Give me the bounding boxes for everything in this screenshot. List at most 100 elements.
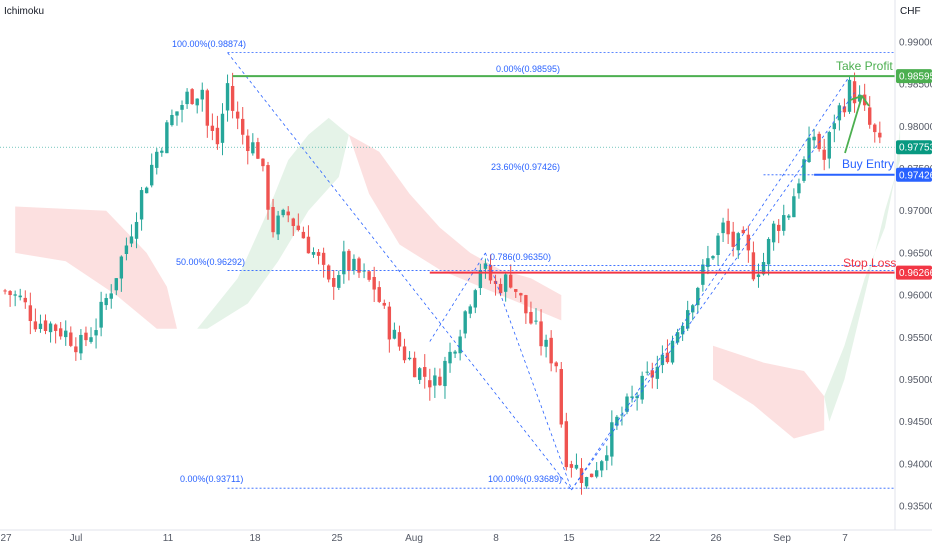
time-tick-label: 25 — [331, 533, 343, 544]
candle-body — [114, 278, 118, 291]
candle — [519, 292, 523, 303]
candle — [605, 445, 609, 471]
price-tick-label: 0.97000 — [899, 206, 932, 217]
candle — [377, 281, 381, 304]
take-profit-tag-text: 0.98595 — [899, 72, 932, 83]
candle — [842, 98, 847, 117]
candle-body — [139, 190, 144, 220]
candle — [94, 318, 98, 349]
candle — [215, 115, 220, 150]
candle-body — [696, 287, 700, 306]
candle-body — [311, 252, 316, 255]
time-tick-label: Aug — [405, 533, 423, 544]
candle-body — [195, 98, 199, 106]
candle — [650, 362, 654, 389]
candle — [412, 351, 417, 378]
candle — [84, 326, 88, 347]
candle-body — [736, 233, 740, 251]
candle-body — [746, 234, 751, 251]
candle-body — [645, 371, 649, 373]
candle — [493, 274, 498, 296]
candle-body — [832, 123, 837, 130]
candle-body — [306, 236, 311, 254]
candle — [731, 221, 735, 257]
price-tick-label: 0.94000 — [899, 459, 932, 470]
candle — [675, 328, 680, 345]
price-tags: 0.98595 0.97753 0.97426 0.96266 — [896, 69, 932, 280]
candle — [397, 325, 402, 351]
candle — [837, 102, 842, 131]
candle-body — [822, 149, 826, 160]
candle-body — [74, 346, 78, 353]
candle-body — [468, 306, 472, 314]
cloud-segment-4 — [824, 126, 901, 422]
time-tick-label: 15 — [563, 533, 575, 544]
fib-label: 0.00%(0.98595) — [496, 64, 560, 74]
time-tick-label: 7 — [842, 533, 848, 544]
candle-body — [332, 277, 336, 287]
candle-body — [64, 330, 68, 338]
candle-body — [392, 329, 397, 339]
candle — [190, 88, 194, 105]
candle-body — [367, 271, 371, 280]
candle — [74, 337, 78, 361]
candle — [625, 393, 629, 415]
candle — [306, 225, 311, 254]
candle — [741, 226, 746, 234]
candle-body — [155, 151, 159, 168]
candle-body — [680, 325, 685, 335]
candle — [53, 323, 58, 344]
candle — [402, 338, 407, 364]
candle — [144, 186, 149, 194]
candle-body — [321, 252, 326, 265]
candle-body — [483, 263, 488, 269]
candle — [114, 278, 118, 296]
candle-body — [701, 264, 705, 285]
candle — [433, 367, 437, 398]
candle-body — [149, 164, 154, 186]
candle-body — [670, 340, 675, 363]
candle — [782, 204, 786, 236]
candle — [721, 217, 725, 242]
fib-label: 23.60%(0.97426) — [491, 162, 560, 172]
candle — [579, 458, 584, 495]
fib-trend-down — [227, 52, 572, 491]
time-tick-label: Jul — [70, 533, 83, 544]
candle — [711, 255, 715, 261]
candle — [660, 345, 665, 374]
candle-body — [524, 295, 528, 314]
candle — [655, 355, 660, 389]
candle-body — [665, 352, 670, 363]
candle-body — [509, 274, 513, 288]
ichimoku-cloud — [15, 117, 901, 439]
candle — [726, 208, 730, 244]
candle — [225, 74, 230, 122]
candle-body — [873, 124, 877, 133]
candle-body — [463, 311, 467, 334]
candle-body — [777, 224, 781, 231]
candle — [261, 158, 265, 172]
cloud-segment-0 — [15, 206, 178, 329]
take-profit-tag: 0.98595 — [896, 69, 932, 84]
candle — [878, 121, 882, 144]
candle-body — [584, 477, 589, 487]
candle — [347, 249, 351, 281]
candle — [534, 308, 538, 325]
candle — [680, 322, 685, 341]
candle-body — [205, 90, 210, 126]
candle — [524, 294, 528, 324]
candle — [766, 237, 771, 276]
candle-body — [266, 165, 270, 210]
candle — [751, 241, 756, 282]
current-price-tag: 0.97753 — [896, 140, 932, 155]
price-tick-label: 0.95500 — [899, 333, 932, 344]
candle — [230, 72, 235, 119]
candle — [296, 213, 301, 232]
candle — [311, 247, 316, 258]
candle-body — [160, 150, 164, 153]
candle — [200, 82, 204, 112]
candle-body — [685, 310, 690, 329]
candle — [99, 291, 103, 337]
candle — [696, 286, 700, 314]
